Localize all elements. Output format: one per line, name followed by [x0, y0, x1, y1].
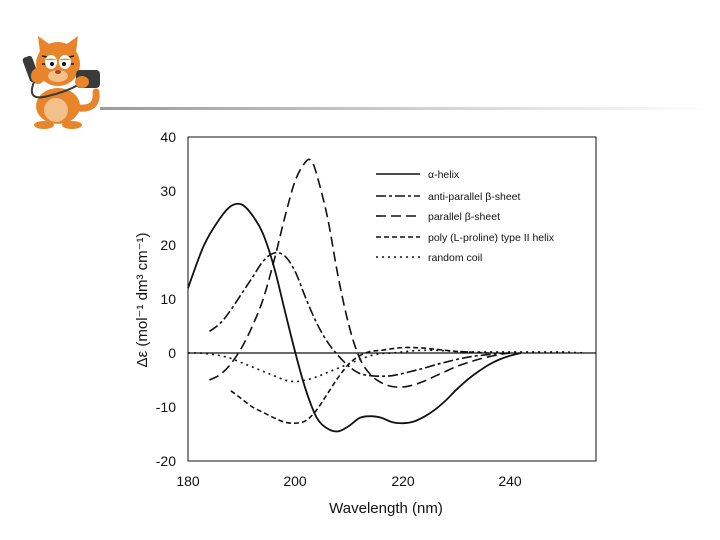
y-axis-label: Δε (mol⁻¹ dm³ cm⁻¹) [134, 232, 151, 367]
x-axis-label: Wavelength (nm) [329, 500, 443, 517]
y-tick-label: 40 [160, 129, 176, 145]
y-tick-label: 10 [160, 291, 176, 307]
x-tick-label: 220 [391, 473, 415, 489]
legend-label-polyproline-helix: poly (L-proline) type II helix [428, 232, 555, 244]
x-tick-label: 180 [176, 473, 200, 489]
series-layer [187, 158, 586, 433]
series-line-anti-parallel-sheet [209, 251, 511, 378]
plot-frame [187, 136, 597, 462]
x-tick-label: 240 [498, 473, 522, 489]
series-line-helix [187, 202, 522, 433]
y-tick-label: -20 [156, 453, 176, 469]
y-tick-label: 0 [168, 345, 176, 361]
y-tick-label: 30 [160, 183, 176, 199]
legend-label-parallel-beta-sheet: parallel β-sheet [428, 211, 500, 223]
series-line-parallel-sheet [209, 158, 511, 388]
title-divider [100, 107, 712, 110]
legend-label-alpha-helix: α-helix [428, 169, 460, 181]
legend: α-helix anti-parallel β-sheet parallel β… [376, 169, 555, 264]
legend-label-antiparallel-beta-sheet: anti-parallel β-sheet [428, 191, 521, 203]
legend-label-random-coil: random coil [428, 252, 482, 264]
y-tick-label: 20 [160, 237, 176, 253]
series-line-poly-l-proline-type-ii-helix [230, 346, 489, 425]
y-tick-label: -10 [156, 399, 176, 415]
series-line-random-coil [187, 349, 586, 383]
cat-on-phone-icon [18, 22, 106, 130]
x-tick-label: 200 [283, 473, 307, 489]
